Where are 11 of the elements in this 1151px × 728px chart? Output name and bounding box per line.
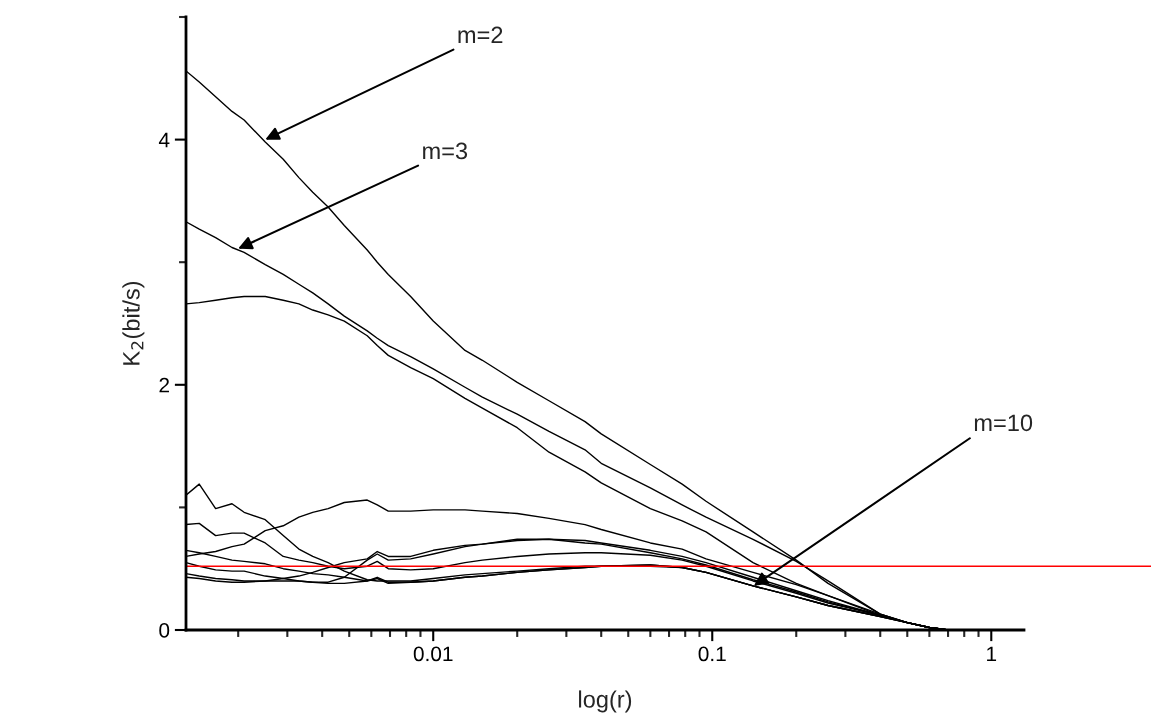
annotation: m=10 (974, 414, 1033, 432)
x-tick-label: 0.01 (413, 646, 453, 662)
y-tick-label: 2 (159, 377, 169, 393)
annotation: m=2 (458, 26, 503, 44)
x-axis-title: log(r) (579, 690, 632, 713)
x-tick-label: 1 (987, 646, 997, 662)
annotation: m=3 (423, 142, 468, 160)
y-tick-label: 0 (159, 623, 170, 638)
x-tick-label: 0.1 (698, 646, 726, 662)
y-tick-label: 4 (158, 132, 170, 148)
y-axis-title: K$_{2}$(bit/s) (122, 281, 145, 365)
